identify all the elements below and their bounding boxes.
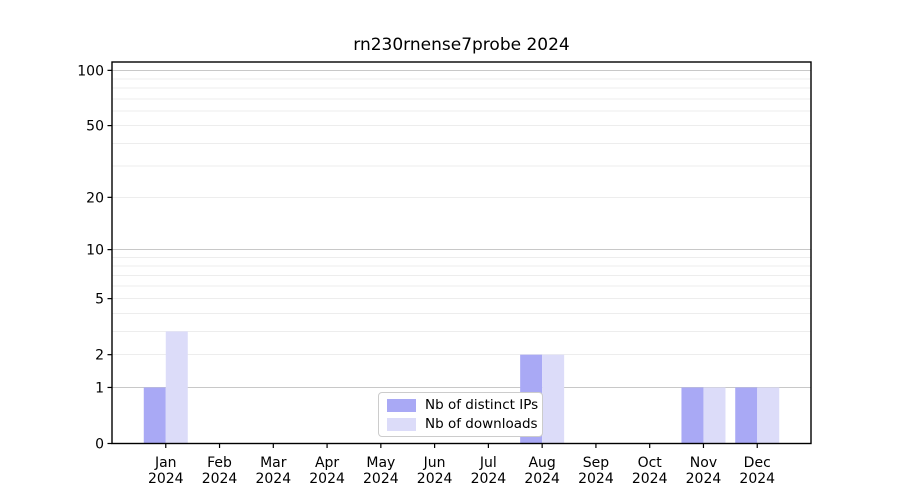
x-tick-label-year: 2024 [578,471,614,487]
y-tick-label: 2 [95,348,104,364]
x-tick-label-month: Nov [690,455,717,471]
legend-swatch-distinct-ips [387,398,416,412]
legend-item-downloads: Nb of downloads [387,416,538,432]
y-tick-label: 5 [95,292,104,308]
x-tick-label-month: Oct [638,455,663,471]
plot-frame [111,61,812,445]
x-tick-label-year: 2024 [632,471,668,487]
bar-downloads-nov [703,387,726,444]
legend-label-distinct-ips: Nb of distinct IPs [425,397,539,413]
x-tick-label-month: Aug [528,455,555,471]
y-tick-label: 50 [86,119,104,135]
x-tick-label-month: Feb [207,455,232,471]
x-tick-label-year: 2024 [363,471,399,487]
legend-label-downloads: Nb of downloads [425,416,538,432]
x-tick-label-month: Jun [423,455,446,471]
x-tick-label-year: 2024 [309,471,345,487]
y-tick-label: 100 [77,63,104,79]
x-tick-label-month: Jul [479,455,497,471]
x-tick-label-year: 2024 [255,471,291,487]
bar-downloads-dec [757,387,780,444]
x-tick-label-month: Dec [744,455,771,471]
x-tick-label-year: 2024 [417,471,453,487]
legend-item-distinct-ips: Nb of distinct IPs [387,397,538,413]
x-tick-label-year: 2024 [524,471,560,487]
chart-title: rn230rnense7probe 2024 [353,35,570,55]
x-tick-label-month: Apr [315,455,339,471]
x-tick-label-year: 2024 [739,471,775,487]
bar-downloads-jan [165,331,188,444]
y-tick-label: 1 [95,380,104,396]
x-tick-label-year: 2024 [148,471,184,487]
x-tick-label-year: 2024 [202,471,238,487]
bar-distinct-ips-jan [143,387,166,444]
legend-swatch-downloads [387,417,416,431]
x-tick-label-month: Jan [154,455,177,471]
x-tick-label-year: 2024 [471,471,507,487]
y-tick-label: 0 [95,437,104,453]
y-tick-label: 10 [86,243,104,259]
bar-distinct-ips-nov [681,387,704,444]
bar-distinct-ips-dec [735,387,758,444]
x-tick-label-month: May [366,455,395,471]
legend: Nb of distinct IPs Nb of downloads [378,392,543,437]
x-tick-label-year: 2024 [686,471,722,487]
y-tick-label: 20 [86,190,104,206]
x-tick-label-month: Sep [583,455,610,471]
bar-downloads-aug [542,354,565,444]
x-tick-label-month: Mar [260,455,287,471]
